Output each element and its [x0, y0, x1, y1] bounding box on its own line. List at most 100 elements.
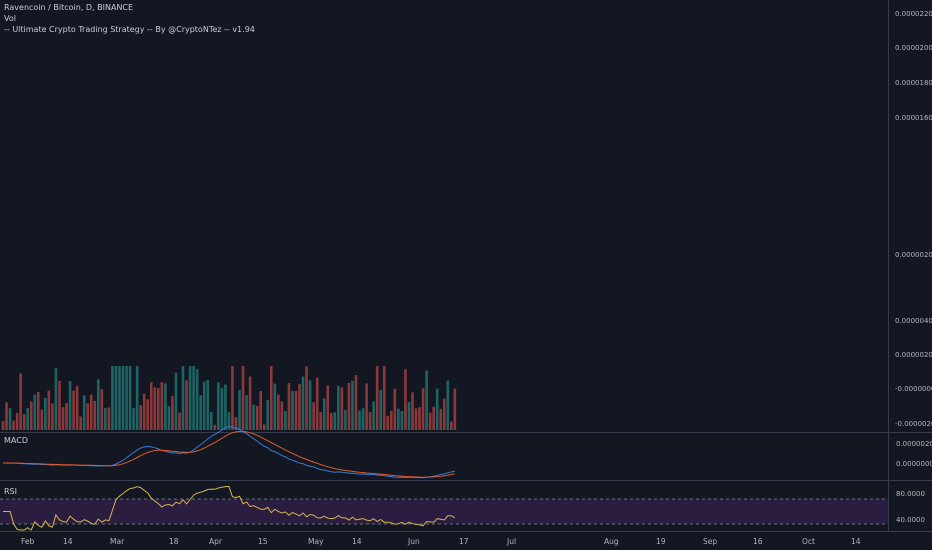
volume-bar [114, 366, 118, 430]
volume-bar [40, 409, 44, 430]
volume-bar [390, 410, 393, 430]
volume-bar [195, 369, 199, 430]
volume-bar [273, 383, 277, 430]
volume-bar [167, 406, 171, 430]
volume-bar [22, 414, 26, 430]
volume-bar [125, 366, 128, 430]
volume-bar [12, 420, 15, 430]
volume-bar [47, 390, 51, 430]
time-axis-label: 15 [258, 537, 268, 546]
volume-bar [421, 388, 425, 430]
volume-bar [308, 380, 312, 430]
volume-bar [326, 385, 330, 430]
strategy-indicator-label[interactable]: -- Ultimate Crypto Trading Strategy -- B… [4, 25, 255, 34]
volume-bar [104, 408, 107, 430]
volume-bar [379, 389, 383, 430]
volume-bar [375, 366, 379, 430]
volume-bar [337, 385, 340, 430]
volume-bar [8, 408, 12, 430]
macd-axis-label: 0.00000000 [896, 460, 932, 468]
volume-bar [266, 399, 270, 430]
volume-bar [15, 412, 19, 430]
volume-bar [298, 384, 301, 430]
volume-bar [365, 383, 368, 430]
volume-bar [72, 390, 75, 430]
volume-bar [142, 393, 146, 430]
rsi-label[interactable]: RSI [4, 487, 17, 496]
time-axis-label: May [308, 537, 324, 546]
volume-bar [128, 366, 132, 430]
volume-bar [255, 405, 259, 430]
volume-bar [269, 366, 273, 430]
time-axis-label: Mar [110, 537, 125, 546]
volume-bar [351, 380, 354, 430]
volume-bar [262, 424, 266, 430]
volume-bar [277, 394, 280, 430]
volume-bar [361, 408, 365, 430]
volume-bar [450, 421, 453, 430]
volume-bar [234, 417, 238, 430]
price-axis-label: -0.00000000 [895, 385, 932, 393]
volume-bar [111, 366, 114, 430]
volume-bar [238, 389, 241, 430]
volume-bar [428, 412, 432, 430]
volume-bar [432, 406, 435, 430]
rsi-line [3, 485, 456, 531]
volume-bar [418, 407, 421, 430]
volume-bar [291, 390, 294, 430]
volume-bar [160, 382, 164, 430]
volume-bar [146, 399, 150, 430]
volume-bar [329, 413, 333, 430]
volume-bar [439, 408, 443, 430]
volume-bar [68, 381, 72, 430]
volume-bar [86, 403, 90, 430]
volume-bar [202, 381, 206, 430]
volume-bar [425, 370, 428, 430]
volume-bar [344, 409, 347, 430]
volume-bar [213, 424, 217, 430]
volume-bar [354, 375, 358, 430]
volume-bar [407, 402, 411, 430]
volume-bar [33, 394, 37, 430]
volume-bar [164, 383, 167, 430]
volume-bar [305, 366, 308, 430]
time-axis-label: 14 [352, 537, 362, 546]
volume-bar [1, 421, 5, 430]
volume-bar [149, 382, 153, 430]
volume-bar [97, 379, 100, 430]
volume-bar [284, 411, 287, 430]
time-axis-label: Apr [209, 537, 223, 546]
time-axis-label: Feb [21, 537, 35, 546]
volume-bar [58, 380, 61, 430]
time-axis-label: 16 [753, 537, 763, 546]
volume-bar [199, 395, 202, 430]
volume-bar [227, 412, 231, 430]
volume-bar [89, 394, 93, 430]
volume-bar [224, 384, 227, 430]
symbol-title[interactable]: Ravencoin / Bitcoin, D, BINANCE [4, 3, 134, 12]
volume-bar [252, 404, 255, 430]
volume-bar [358, 410, 361, 430]
volume-bar [121, 366, 125, 430]
volume-bar [400, 411, 404, 430]
volume-bar [157, 387, 160, 430]
volume-bar [206, 379, 210, 430]
volume-bar [217, 382, 220, 430]
volume-bar [107, 407, 111, 430]
macd-label[interactable]: MACD [4, 436, 28, 445]
macd-signal-line [3, 430, 455, 478]
volume-bar [37, 392, 40, 430]
volume-bar [315, 377, 319, 430]
volume-bar [82, 395, 86, 430]
volume-bar [393, 388, 397, 430]
volume-bar [312, 402, 315, 430]
volume-bar [333, 412, 337, 430]
volume-indicator-label[interactable]: Vol [4, 14, 16, 23]
